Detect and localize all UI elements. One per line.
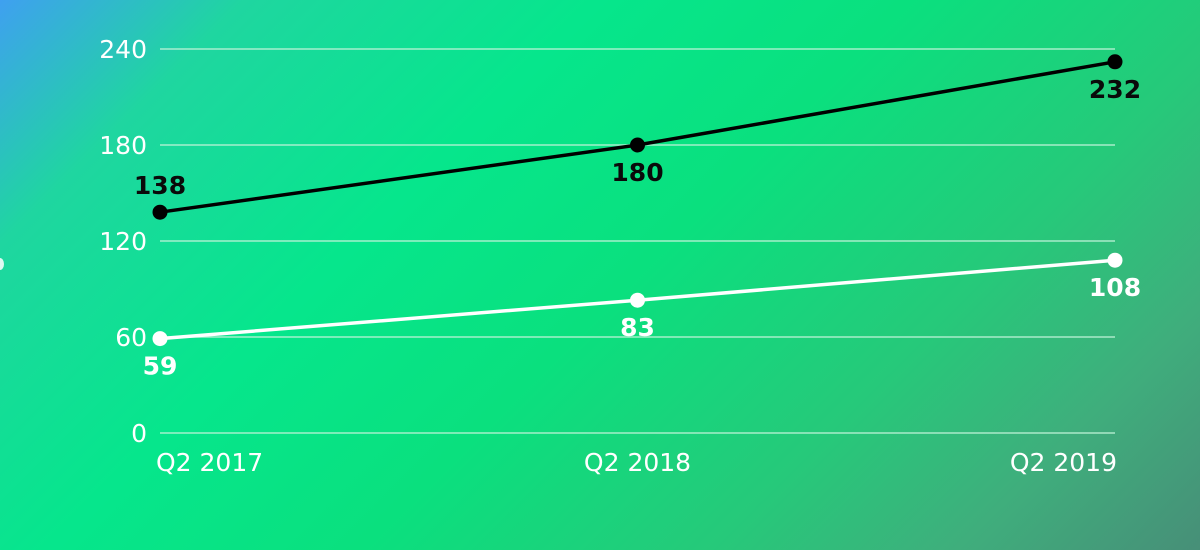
series-0-line — [158, 60, 1117, 214]
series-0-data-label-0: 138 — [134, 171, 186, 200]
x-tick-label-2: Q2 2019 — [1010, 448, 1117, 477]
y-tick-label-180: 180 — [99, 131, 147, 160]
y-tick-label-240: 240 — [99, 35, 147, 64]
series-0-point-0 — [152, 204, 168, 220]
y-tick-label-0: 0 — [131, 419, 147, 448]
series-0-data-label-1: 180 — [611, 158, 663, 187]
series-0-point-2 — [1107, 54, 1123, 70]
series-1-point-0 — [152, 331, 168, 347]
series-1-point-2 — [1107, 252, 1123, 268]
series-0-data-label-2: 232 — [1089, 75, 1141, 104]
edge-marker — [0, 258, 4, 270]
series-1-data-label-1: 83 — [620, 313, 655, 342]
series-1-data-label-0: 59 — [143, 352, 178, 381]
series-1-point-1 — [630, 292, 645, 308]
y-tick-label-60: 60 — [115, 323, 147, 352]
x-tick-label-1: Q2 2018 — [584, 448, 691, 477]
series-0-point-1 — [630, 137, 645, 153]
x-tick-label-0: Q2 2017 — [156, 448, 263, 477]
series-1-data-label-2: 108 — [1089, 273, 1141, 302]
y-tick-label-120: 120 — [99, 227, 147, 256]
